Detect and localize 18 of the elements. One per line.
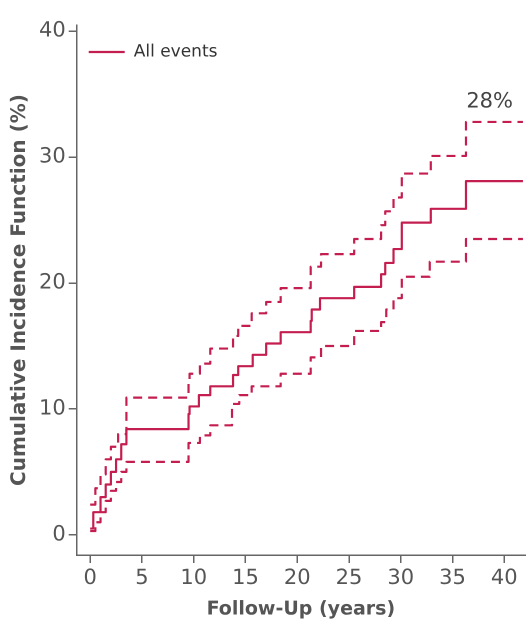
annotation: 28% xyxy=(466,88,513,112)
y-tick-label: 20 xyxy=(38,270,66,294)
x-tick-label: 40 xyxy=(490,565,518,590)
x-tick-label: 0 xyxy=(83,565,97,590)
x-tick-label: 30 xyxy=(387,565,414,590)
y-tick-label: 0 xyxy=(52,521,66,546)
y-tick-label: 30 xyxy=(38,144,66,168)
y-tick-label: 40 xyxy=(38,18,66,42)
x-tick-label: 5 xyxy=(135,565,149,590)
x-axis-title: Follow-Up (years) xyxy=(206,598,396,620)
x-tick-label: 10 xyxy=(180,565,208,590)
y-axis-title: Cumulative Incidence Function (%) xyxy=(6,94,30,486)
y-tick-label: 10 xyxy=(38,395,66,420)
x-tick-label: 35 xyxy=(439,565,466,590)
x-tick-label: 25 xyxy=(336,565,362,590)
x-tick-label: 20 xyxy=(284,565,311,590)
x-tick-label: 15 xyxy=(232,565,259,590)
legend-label: All events xyxy=(134,41,218,62)
